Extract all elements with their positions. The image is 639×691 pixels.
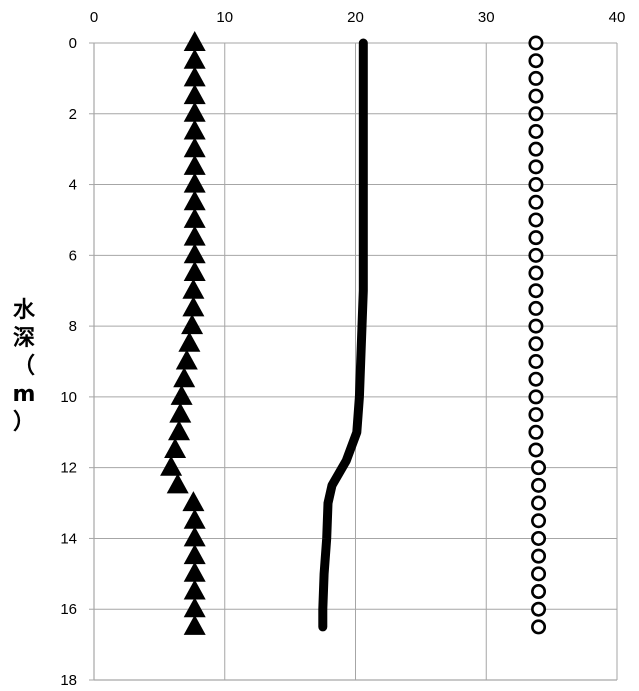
- circle-marker: [531, 601, 547, 617]
- circle-marker: [531, 619, 547, 635]
- triangle-marker: [169, 402, 192, 423]
- triangle-marker: [183, 101, 206, 122]
- triangle-marker: [183, 561, 206, 582]
- x-tick-label: 30: [478, 9, 495, 26]
- y-tick-label: 8: [69, 318, 77, 335]
- circle-marker: [528, 106, 544, 122]
- triangle-marker: [183, 190, 206, 211]
- triangle-marker: [183, 137, 206, 158]
- circle-marker: [528, 247, 544, 263]
- triangle-marker: [183, 614, 206, 635]
- triangle-marker: [183, 225, 206, 246]
- series-triangle: [160, 31, 206, 635]
- circle-marker: [528, 283, 544, 299]
- circle-marker: [528, 35, 544, 51]
- circle-marker: [531, 460, 547, 476]
- triangle-marker: [166, 473, 189, 494]
- triangle-marker: [183, 48, 206, 69]
- circle-marker: [528, 141, 544, 157]
- triangle-marker: [183, 579, 206, 600]
- circle-marker: [531, 477, 547, 493]
- circle-marker: [528, 194, 544, 210]
- x-tick-label: 40: [609, 9, 626, 26]
- circle-marker: [531, 513, 547, 529]
- circle-marker: [528, 389, 544, 405]
- triangle-marker: [175, 349, 198, 370]
- circle-marker: [531, 566, 547, 582]
- triangle-marker: [182, 296, 205, 317]
- triangle-marker: [168, 420, 190, 441]
- triangle-marker: [160, 455, 183, 476]
- y-tick-label: 0: [69, 35, 77, 52]
- circle-marker: [528, 265, 544, 281]
- triangle-marker: [183, 207, 206, 228]
- y-tick-label: 16: [60, 601, 77, 618]
- circle-marker: [528, 70, 544, 86]
- triangle-marker: [183, 172, 206, 193]
- triangle-marker: [183, 597, 206, 618]
- y-axis-label: 水深 （ m ）: [13, 298, 36, 435]
- circle-marker: [528, 424, 544, 440]
- circle-marker: [528, 407, 544, 423]
- circle-marker: [528, 371, 544, 387]
- circle-marker: [531, 548, 547, 564]
- y-axis-label-char: （: [13, 354, 35, 379]
- y-axis-label-char: 水: [13, 298, 36, 323]
- y-tick-label: 14: [60, 530, 77, 547]
- circle-marker: [528, 318, 544, 334]
- circle-marker: [528, 177, 544, 193]
- y-tick-label: 12: [60, 460, 77, 477]
- circle-marker: [528, 88, 544, 104]
- triangle-marker: [182, 491, 205, 512]
- circle-marker: [531, 530, 547, 546]
- circle-marker: [528, 353, 544, 369]
- circle-marker: [531, 495, 547, 511]
- circle-marker: [528, 336, 544, 352]
- y-axis-label-char: m: [13, 382, 36, 407]
- triangle-marker: [183, 261, 206, 281]
- triangle-marker: [170, 384, 193, 405]
- circle-marker: [528, 123, 544, 139]
- triangle-marker: [164, 438, 187, 458]
- triangle-marker: [173, 367, 196, 388]
- circle-marker: [528, 212, 544, 228]
- triangle-marker: [183, 84, 206, 105]
- y-tick-label: 2: [69, 106, 77, 123]
- circle-marker: [528, 230, 544, 246]
- x-tick-label: 20: [347, 9, 364, 26]
- circle-marker: [528, 300, 544, 316]
- y-tick-label: 4: [69, 177, 77, 194]
- triangle-marker: [183, 119, 206, 140]
- circle-marker: [531, 584, 547, 600]
- triangle-marker: [183, 544, 206, 565]
- triangle-marker: [182, 278, 205, 299]
- plot-series: [160, 31, 547, 635]
- y-tick-label: 10: [60, 389, 77, 406]
- x-tick-label: 0: [90, 9, 98, 26]
- y-tick-label: 6: [69, 247, 77, 264]
- circle-marker: [528, 159, 544, 175]
- triangle-marker: [183, 243, 206, 264]
- tick-labels: 0 10 20 30 40 0 2 4 6 8 10 12 14 16 18: [60, 9, 625, 689]
- circle-marker: [528, 442, 544, 458]
- triangle-marker: [178, 331, 201, 352]
- series-line: [318, 38, 368, 632]
- y-axis-label-char: ）: [13, 410, 35, 435]
- x-tick-label: 10: [216, 9, 233, 26]
- series-line-path: [318, 38, 368, 632]
- triangle-marker: [183, 526, 206, 547]
- triangle-marker: [183, 508, 206, 529]
- triangle-marker: [183, 154, 206, 175]
- series-circle-open: [528, 35, 547, 635]
- circle-marker: [528, 53, 544, 69]
- triangle-marker: [181, 314, 204, 335]
- y-tick-label: 18: [60, 672, 77, 689]
- triangle-marker: [183, 31, 206, 51]
- triangle-marker: [183, 66, 206, 87]
- y-axis-label-char: 深: [13, 326, 35, 351]
